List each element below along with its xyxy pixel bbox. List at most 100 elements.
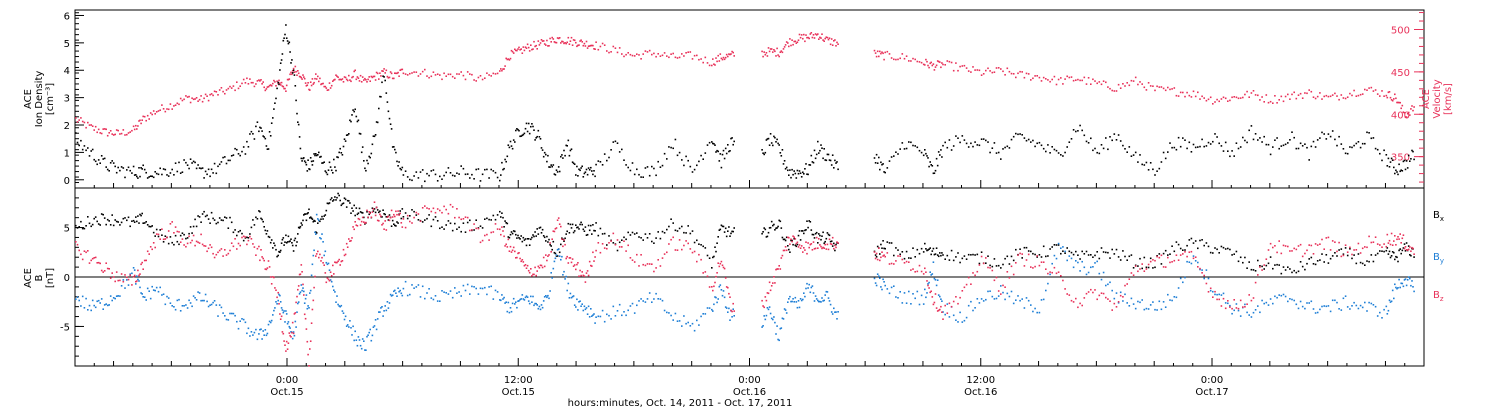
- ion-density-point: [1145, 161, 1148, 164]
- by-point: [303, 302, 306, 304]
- ion-density-point: [120, 166, 123, 168]
- by-point: [549, 290, 551, 292]
- velocity-point: [1291, 93, 1293, 96]
- bx-point: [908, 257, 910, 259]
- velocity-point: [1109, 87, 1111, 90]
- bx-point: [310, 217, 313, 219]
- bz-point: [195, 240, 198, 243]
- velocity-point: [317, 75, 319, 78]
- velocity-point: [676, 57, 679, 59]
- ion-density-point: [1079, 124, 1081, 127]
- bx-point: [1368, 260, 1370, 263]
- by-point: [537, 307, 540, 310]
- ion-density-point: [379, 95, 381, 98]
- velocity-point: [805, 34, 807, 36]
- bz-point: [778, 265, 780, 267]
- ion-density-point: [1372, 137, 1375, 139]
- bz-point: [935, 307, 938, 309]
- bz-point: [965, 283, 968, 286]
- by-point: [388, 302, 391, 304]
- bz-point: [1242, 306, 1244, 308]
- ion-density-point: [368, 155, 370, 158]
- bx-point: [291, 242, 293, 244]
- bx-point: [670, 218, 672, 220]
- by-point: [1201, 269, 1203, 271]
- velocity-point: [179, 97, 182, 100]
- by-point: [129, 273, 131, 275]
- by-point: [394, 289, 396, 292]
- by-point: [278, 293, 280, 296]
- by-point: [267, 323, 270, 326]
- legend-bx: Bx: [1433, 210, 1444, 223]
- bx-point: [1399, 248, 1401, 250]
- velocity-point: [950, 61, 953, 64]
- ion-density-point: [1395, 169, 1397, 172]
- by-point: [1137, 300, 1139, 303]
- bz-point: [761, 299, 763, 302]
- by-point: [1064, 250, 1066, 253]
- ion-density-point: [636, 168, 638, 171]
- velocity-point: [326, 89, 329, 91]
- ion-density-point: [314, 154, 316, 157]
- velocity-point: [1231, 96, 1233, 99]
- ion-density-point: [689, 165, 692, 168]
- ion-density-point: [730, 137, 732, 140]
- velocity-point: [1374, 89, 1377, 91]
- bz-point: [171, 221, 173, 223]
- velocity-point: [548, 45, 550, 47]
- bx-point: [1218, 252, 1220, 254]
- by-point: [261, 338, 263, 340]
- bz-point: [1049, 271, 1051, 273]
- ion-density-point: [1160, 161, 1163, 163]
- bz-point: [217, 251, 219, 254]
- ion-density-point: [718, 160, 721, 162]
- by-point: [320, 237, 322, 240]
- velocity-point: [929, 62, 931, 65]
- velocity-point: [361, 76, 364, 78]
- bz-point: [100, 269, 103, 272]
- bx-point: [340, 204, 343, 207]
- ion-density-point: [837, 168, 839, 171]
- by-point: [185, 304, 187, 306]
- velocity-point: [268, 84, 271, 87]
- ion-density-point: [179, 172, 182, 174]
- ion-density-point: [1012, 135, 1015, 138]
- bx-point: [934, 253, 937, 255]
- bz-point: [519, 257, 521, 260]
- ion-density-point: [1402, 160, 1405, 163]
- bx-point: [143, 222, 146, 224]
- ion-density-point: [297, 123, 300, 126]
- bx-point: [349, 202, 351, 204]
- bz-point: [1346, 251, 1349, 253]
- ion-density-point: [406, 176, 409, 178]
- velocity-point: [288, 78, 291, 80]
- velocity-point: [329, 87, 332, 89]
- bx-point: [307, 212, 309, 214]
- velocity-point: [475, 80, 477, 82]
- bz-point: [303, 313, 306, 316]
- velocity-point: [285, 90, 287, 92]
- bz-point: [914, 271, 916, 273]
- bx-point: [285, 242, 288, 244]
- by-point: [374, 319, 377, 321]
- bz-point: [691, 251, 694, 254]
- ion-density-point: [1321, 131, 1323, 134]
- bz-point: [318, 256, 320, 259]
- bx-point: [875, 256, 878, 258]
- by-point: [356, 344, 359, 347]
- velocity-point: [303, 77, 306, 80]
- bx-point: [127, 216, 130, 219]
- bz-point: [1291, 250, 1293, 252]
- ion-density-point: [1105, 137, 1107, 139]
- by-point: [383, 310, 385, 312]
- by-point: [523, 299, 526, 301]
- bx-point: [1325, 254, 1328, 256]
- ion-density-point: [551, 165, 553, 168]
- bx-point: [484, 218, 486, 220]
- velocity-point: [653, 52, 655, 55]
- by-point: [398, 290, 400, 293]
- ion-density-point: [1244, 139, 1246, 142]
- bx-point: [179, 234, 182, 237]
- ion-density-point: [542, 155, 545, 158]
